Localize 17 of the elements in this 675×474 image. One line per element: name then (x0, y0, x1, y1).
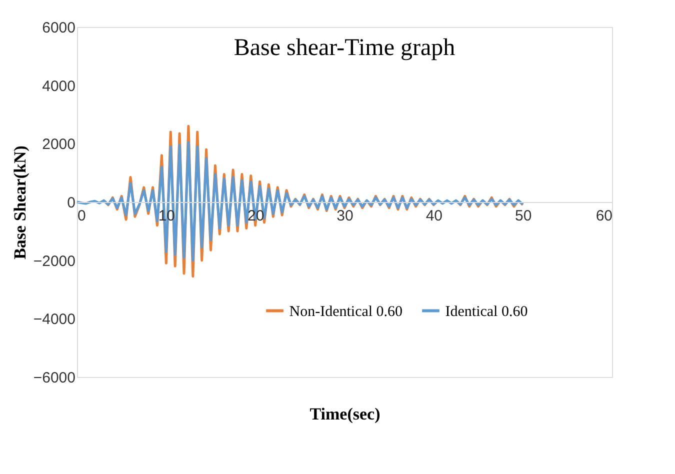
chart-title: Base shear-Time graph (234, 35, 456, 61)
legend-label: Non-Identical 0.60 (289, 304, 403, 320)
x-tick-label: 40 (426, 208, 443, 224)
x-tick-label: 50 (514, 208, 532, 224)
y-tick-label: −2000 (33, 252, 76, 270)
legend-label: Identical 0.60 (445, 304, 528, 320)
y-tick-label: 0 (67, 194, 76, 212)
x-tick-label: 30 (336, 208, 354, 224)
y-tick-label: 4000 (42, 78, 76, 95)
y-axis-title: Base Shear(kN) (10, 146, 30, 260)
y-tick-label: 2000 (42, 136, 76, 154)
y-tick-label: −4000 (33, 311, 76, 328)
x-axis-title: Time(sec) (310, 404, 380, 424)
x-tick-label: 0 (78, 208, 86, 224)
y-tick-label: −6000 (33, 370, 76, 386)
y-tick-label: 6000 (42, 20, 76, 36)
x-tick-label: 60 (596, 208, 612, 224)
